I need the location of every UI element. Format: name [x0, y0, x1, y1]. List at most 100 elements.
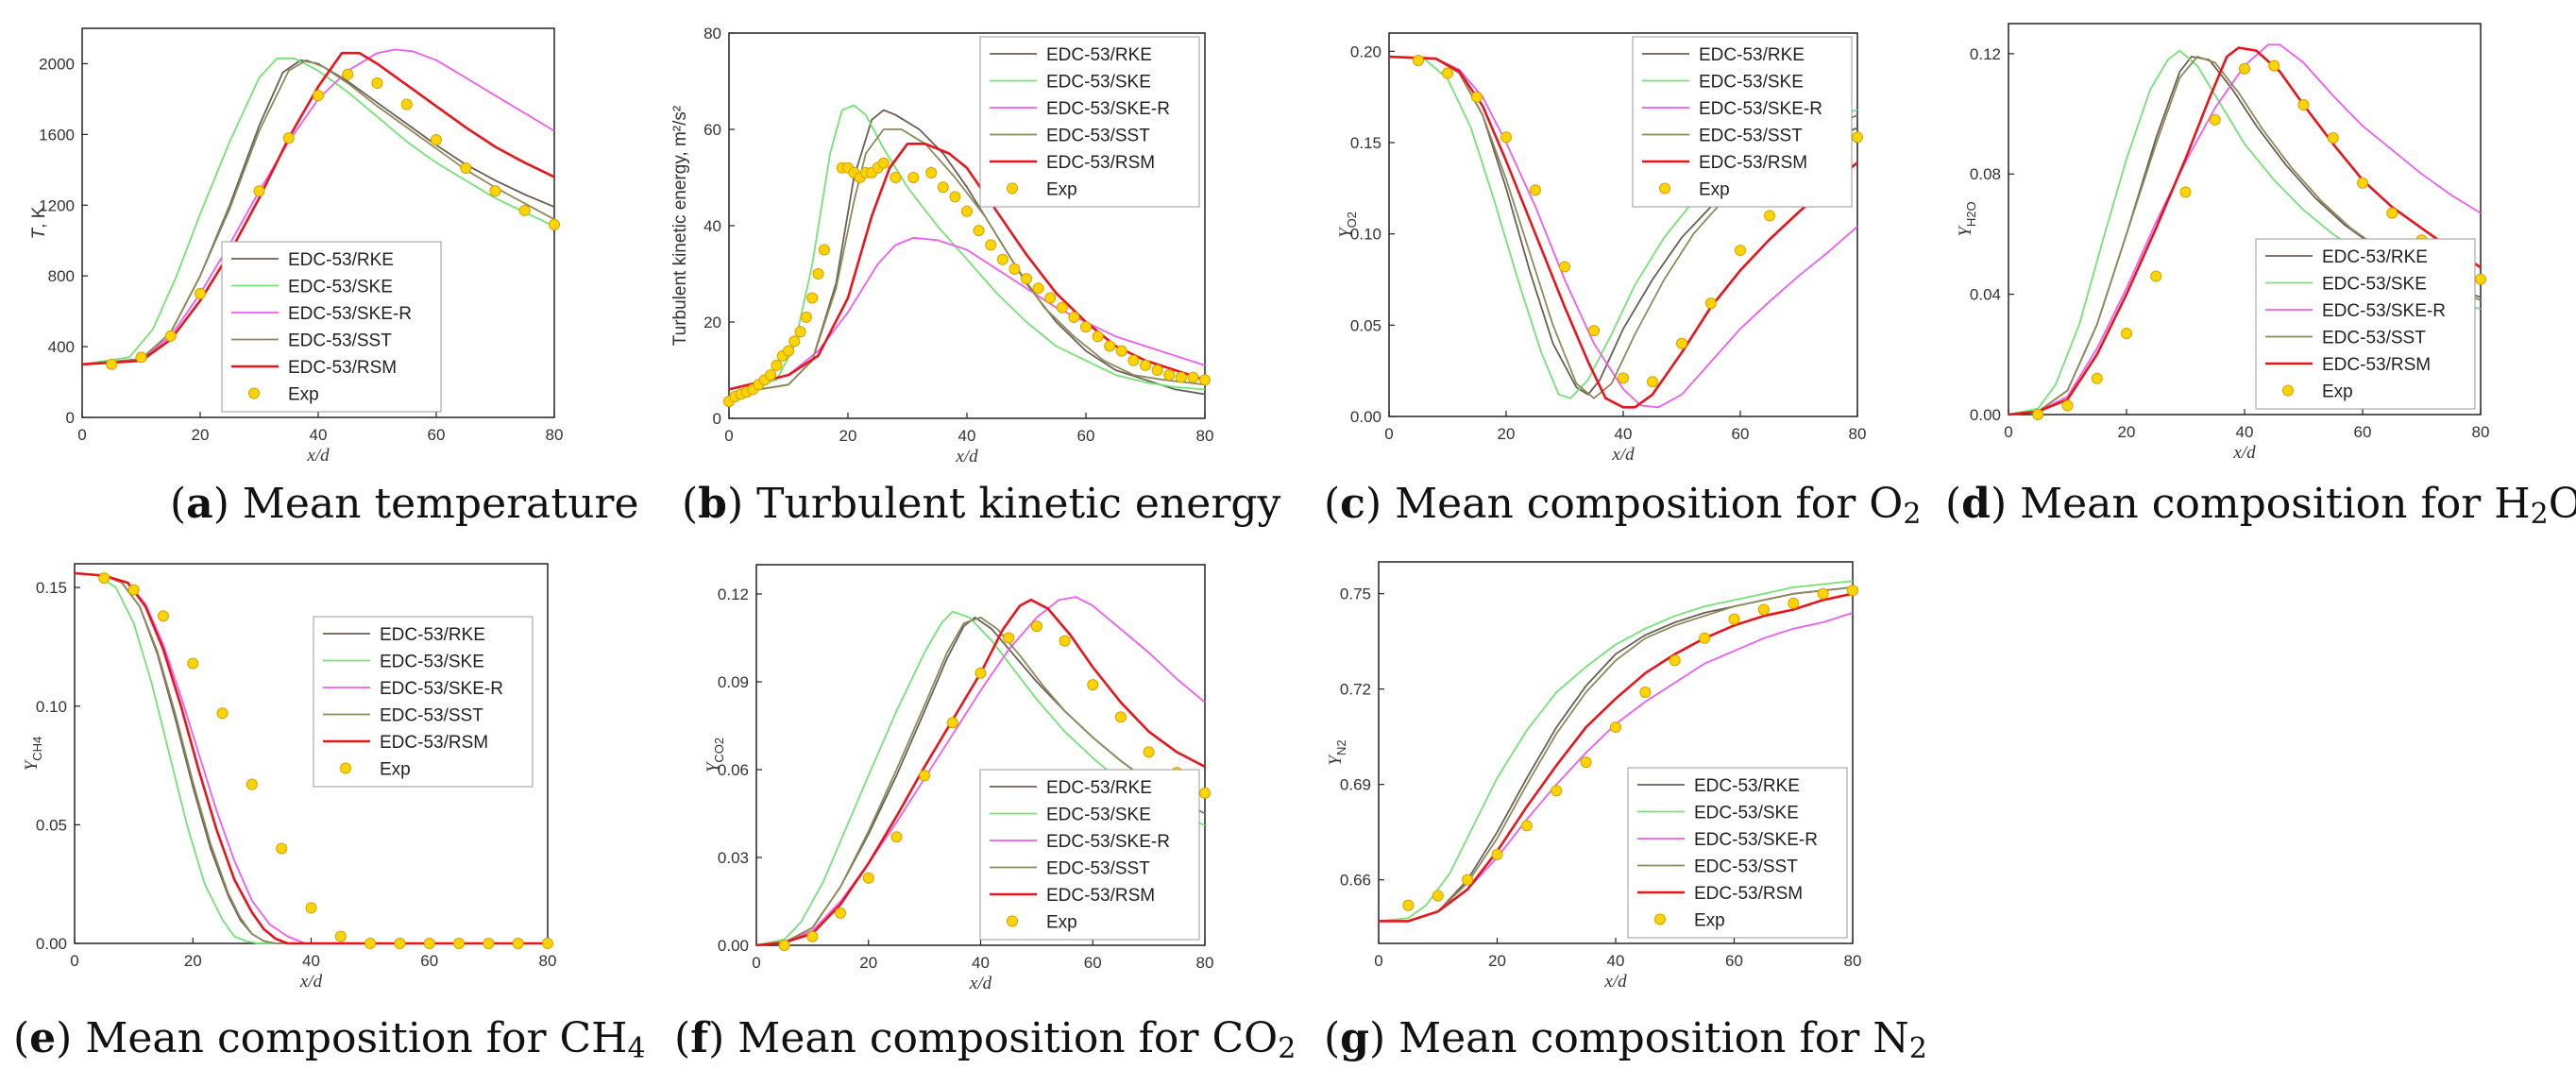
- y-axis-label: YCH4: [22, 737, 44, 772]
- legend-box: [1632, 36, 1853, 208]
- legend-label: EDC-53/RSM: [2322, 355, 2431, 375]
- legend-label: EDC-53/SKE: [2322, 275, 2427, 295]
- series-line-rsm: [1379, 592, 1854, 923]
- y-tick-label: 60: [703, 121, 721, 139]
- caption-a: (a) Mean temperature: [170, 480, 639, 528]
- exp-point: [890, 172, 902, 183]
- y-tick-label: 0.00: [718, 937, 749, 955]
- legend: EDC-53/RKE EDC-53/SKE EDC-53/SKE-R EDC-53/S…: [979, 36, 1200, 208]
- y-tick-label: 0.12: [718, 585, 749, 603]
- exp-point: [985, 239, 997, 251]
- legend: EDC-53/RKE EDC-53/SKE EDC-53/SKE-R EDC-53/S…: [221, 241, 442, 413]
- exp-point: [431, 133, 442, 145]
- exp-point: [1151, 365, 1163, 376]
- y-axis-label: T, K: [29, 206, 49, 239]
- legend-label: EDC-53/SKE: [1694, 804, 1799, 823]
- x-tick-label: 0: [2004, 423, 2012, 441]
- legend-label: EDC-53/RKE: [380, 625, 485, 645]
- x-tick-label: 20: [839, 427, 857, 445]
- legend-label: EDC-53/SST: [1699, 127, 1803, 146]
- exp-point: [771, 359, 783, 371]
- legend-label: Exp: [1694, 911, 1725, 931]
- x-tick-label: 0: [1384, 425, 1393, 443]
- x-tick-label: 60: [1732, 425, 1750, 443]
- legend-label: EDC-53/RSM: [288, 358, 397, 378]
- x-axis-label: x/d: [955, 447, 978, 467]
- exp-point: [890, 831, 903, 843]
- series-line-sst: [1379, 586, 1854, 923]
- exp-point: [305, 902, 317, 914]
- exp-point: [512, 938, 524, 949]
- x-tick-label: 60: [1084, 954, 1102, 972]
- exp-point: [1728, 613, 1740, 625]
- x-tick-label: 0: [1374, 952, 1382, 970]
- x-tick-label: 80: [546, 426, 564, 444]
- exp-point: [1143, 746, 1155, 758]
- series-line-ske: [74, 572, 548, 944]
- caption-g: (g) Mean composition for N2: [1324, 1014, 1927, 1065]
- x-tick-label: 0: [752, 954, 760, 972]
- y-tick-label: 0.05: [36, 816, 67, 834]
- exp-point: [1059, 635, 1071, 647]
- y-tick-label: 0.00: [36, 935, 67, 953]
- series-line-ske: [81, 57, 555, 365]
- exp-point: [1021, 273, 1032, 285]
- y-tick-label: 0.03: [718, 849, 749, 867]
- exp-point: [996, 253, 1008, 265]
- exp-point: [783, 345, 794, 357]
- caption-c: (c) Mean composition for O2: [1324, 480, 1922, 531]
- y-tick-label: 0.08: [1970, 165, 2001, 183]
- exp-point: [1580, 756, 1592, 769]
- chart-d: 0 20 40 60 80 0.00 0.04 0.08 0.12 x/d YH2O EDC-53/R…: [1956, 23, 2489, 463]
- exp-point: [919, 770, 931, 782]
- chart-b: 0 20 40 60 80 0 20 40 60 80 x/d Turbulent kinetic e…: [670, 25, 1213, 467]
- exp-point: [1068, 311, 1080, 323]
- exp-point: [423, 938, 435, 949]
- legend-marker-exp: [1654, 913, 1666, 925]
- x-tick-label: 60: [420, 952, 438, 970]
- exp-point: [342, 68, 354, 80]
- legend-label: EDC-53/SKE-R: [288, 304, 412, 324]
- exp-point: [1114, 711, 1127, 723]
- legend-label: Exp: [1699, 180, 1730, 200]
- exp-point: [794, 326, 806, 338]
- exp-point: [1676, 337, 1687, 349]
- exp-point: [371, 77, 383, 90]
- legend-label: EDC-53/SKE: [380, 653, 484, 672]
- caption-f: (f) Mean composition for CO2: [674, 1014, 1296, 1065]
- legend-box: [313, 616, 534, 788]
- exp-point: [400, 98, 413, 110]
- x-tick-label: 20: [859, 954, 877, 972]
- series-line-rsm: [81, 51, 555, 366]
- exp-point: [862, 872, 874, 884]
- exp-point: [489, 185, 501, 197]
- x-tick-label: 20: [184, 952, 202, 970]
- legend-label: EDC-53/RSM: [1699, 153, 1807, 173]
- x-tick-label: 0: [724, 427, 733, 445]
- exp-point: [460, 161, 472, 174]
- exp-point: [127, 584, 140, 596]
- exp-point: [334, 930, 347, 942]
- exp-point: [973, 225, 985, 237]
- series-line-ske: [728, 104, 1206, 396]
- caption-e: (e) Mean composition for CH4: [13, 1014, 646, 1065]
- x-tick-label: 80: [1844, 952, 1862, 970]
- exp-point: [518, 204, 531, 216]
- exp-point: [216, 707, 229, 720]
- series-line-sker: [755, 596, 1206, 946]
- y-tick-label: 0.00: [1970, 406, 2001, 424]
- legend-box: [2255, 238, 2476, 410]
- caption-b: (b) Turbulent kinetic energy: [682, 480, 1281, 528]
- x-tick-label: 40: [1607, 952, 1625, 970]
- legend-label: Exp: [288, 385, 319, 405]
- series-line-sst: [755, 616, 1206, 946]
- exp-point: [2150, 270, 2162, 282]
- exp-point: [1735, 245, 1746, 257]
- legend-label: EDC-53/RSM: [1046, 886, 1155, 906]
- exp-point: [2475, 273, 2486, 285]
- legend-label: EDC-53/SST: [380, 706, 483, 726]
- legend-marker-exp: [2282, 384, 2294, 397]
- legend-label: EDC-53/SKE-R: [1046, 99, 1170, 119]
- legend-label: EDC-53/RSM: [1046, 153, 1155, 173]
